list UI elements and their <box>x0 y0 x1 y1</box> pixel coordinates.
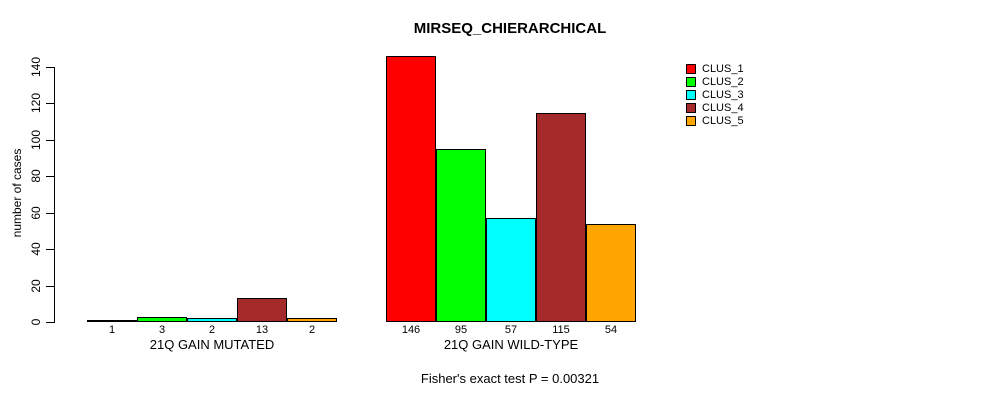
bar-clus_3-group2 <box>486 218 536 322</box>
y-tick <box>46 139 54 141</box>
y-tick <box>46 67 54 68</box>
annotation-text: Fisher's exact test P = 0.00321 <box>420 371 600 386</box>
legend-swatch-icon <box>686 76 696 87</box>
bar-clus_4-group1 <box>237 298 287 322</box>
bar-clus_4-group2 <box>536 112 586 322</box>
y-tick <box>46 249 54 251</box>
legend-swatch-icon <box>686 89 696 100</box>
legend-swatch-icon <box>686 102 696 113</box>
y-tick-label: 120 <box>29 93 43 114</box>
y-tick <box>46 103 54 105</box>
bar-value-label: 115 <box>552 324 570 336</box>
legend-item: CLUS_5 <box>686 114 744 127</box>
group-label: 21Q GAIN MUTATED <box>149 337 275 352</box>
group-label: 21Q GAIN WILD-TYPE <box>443 337 579 352</box>
y-tick <box>46 285 54 287</box>
y-axis-line <box>54 67 55 323</box>
y-tick-label: 60 <box>29 206 43 220</box>
y-tick <box>46 176 54 178</box>
legend-item: CLUS_1 <box>686 62 744 75</box>
legend-swatch-icon <box>686 115 696 126</box>
bar-value-label: 95 <box>454 324 468 336</box>
legend-item: CLUS_2 <box>686 75 744 88</box>
bar-clus_2-group1 <box>137 316 187 322</box>
chart-title: MIRSEQ_CHIERARCHICAL <box>413 20 607 37</box>
legend-item: CLUS_4 <box>686 101 744 114</box>
y-axis-label: number of cases <box>10 148 24 238</box>
y-tick-label: 40 <box>29 242 43 256</box>
y-tick-label: 80 <box>29 169 43 183</box>
bar-value-label: 1 <box>108 324 116 336</box>
bar-value-label: 13 <box>255 324 269 336</box>
bar-value-label: 146 <box>401 324 421 336</box>
legend: CLUS_1 CLUS_2 CLUS_3 CLUS_4 CLUS_5 <box>686 62 744 127</box>
legend-label: CLUS_1 <box>702 62 744 75</box>
bar-value-label: 2 <box>308 324 316 336</box>
legend-label: CLUS_3 <box>702 88 744 101</box>
legend-label: CLUS_4 <box>702 101 744 114</box>
bar-clus_1-group1 <box>87 320 137 322</box>
bar-clus_5-group1 <box>287 318 337 322</box>
y-tick-label: 140 <box>29 56 43 78</box>
legend-swatch-icon <box>686 63 696 74</box>
y-tick-label: 20 <box>29 278 43 293</box>
legend-item: CLUS_3 <box>686 88 744 101</box>
y-tick-label: 0 <box>29 318 43 326</box>
y-tick <box>46 212 54 214</box>
legend-label: CLUS_5 <box>702 114 744 127</box>
bar-value-label: 54 <box>604 324 618 336</box>
y-tick <box>46 322 54 323</box>
bar-clus_5-group2 <box>586 223 636 322</box>
bar-clus_3-group1 <box>187 318 237 322</box>
bar-clus_2-group2 <box>436 148 486 322</box>
bar-value-label: 2 <box>208 324 216 336</box>
legend-label: CLUS_2 <box>702 75 744 88</box>
bar-value-label: 3 <box>158 324 166 336</box>
y-tick-label: 100 <box>29 129 43 150</box>
bar-clus_1-group2 <box>386 56 436 322</box>
bar-value-label: 57 <box>504 324 518 336</box>
